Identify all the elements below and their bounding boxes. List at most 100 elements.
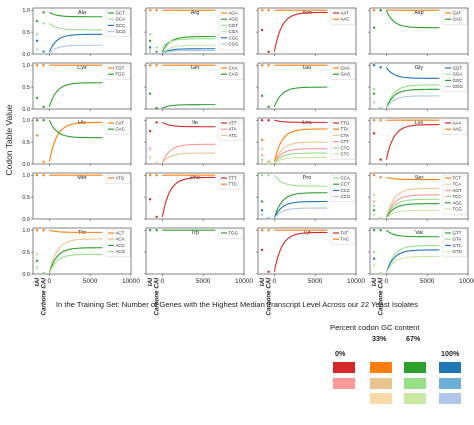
x-category-label: tAI	[371, 278, 378, 287]
panel-title: Glu	[303, 65, 312, 71]
panel-title: Pro	[303, 175, 312, 181]
panel-title: Cys	[77, 65, 87, 71]
tai-point	[260, 158, 264, 161]
cai-point	[379, 228, 382, 232]
cai-point	[379, 106, 382, 110]
legend-codon-label: AGA	[229, 11, 238, 16]
cai-point	[155, 63, 158, 67]
codon-series-line	[385, 84, 440, 109]
codon-series-line	[161, 44, 216, 54]
legend-codon-label: TAT	[341, 231, 349, 236]
panel-legend	[330, 9, 356, 25]
tai-point	[148, 147, 152, 150]
legend-codon-label: CGC	[229, 35, 239, 40]
codon-series-line	[273, 200, 328, 219]
x-tick-label: 10000	[235, 278, 253, 285]
x-category-label: Carbone CAI	[154, 278, 161, 316]
gc-legend-swatch	[370, 378, 392, 389]
legend-codon-label: ACA	[116, 237, 125, 242]
legend-codon-label: TTA	[341, 127, 349, 132]
codon-series-line	[48, 238, 103, 274]
legend-codon-label: GAC	[453, 17, 463, 22]
cai-point	[42, 22, 45, 25]
codon-series-line	[273, 174, 328, 187]
gc-legend-swatch	[370, 362, 392, 373]
legend-codon-label: TGC	[116, 72, 125, 77]
codon-series-line	[48, 44, 103, 54]
panel-title: Gln	[191, 65, 200, 71]
codon-series-line	[273, 11, 328, 52]
cai-point	[155, 161, 158, 165]
panel-frame	[369, 7, 469, 55]
cai-point	[42, 11, 45, 14]
legend-codon-label: CAT	[116, 121, 125, 126]
chart-caption: In the Training Set: Number of Genes wit…	[55, 300, 419, 309]
gc-legend-swatch	[333, 378, 355, 389]
legend-codon-label: CTC	[341, 152, 350, 157]
panel-title: Val	[415, 230, 423, 236]
legend-codon-label: ACC	[116, 243, 125, 248]
panel-legend	[442, 229, 468, 257]
codon-series-line	[273, 192, 328, 219]
panel-legend	[442, 64, 468, 92]
legend-codon-label: CTA	[341, 133, 350, 138]
cai-point	[155, 215, 158, 219]
tai-point	[372, 173, 376, 177]
tai-point	[260, 248, 264, 252]
tai-point	[35, 39, 39, 43]
x-category-label: tAI	[147, 278, 154, 287]
cai-point	[42, 160, 45, 164]
tai-point	[260, 94, 264, 98]
codon-series-line	[385, 249, 440, 274]
legend-codon-label: CCA	[341, 176, 350, 181]
codon-series-line	[162, 121, 216, 128]
legend-codon-label: CTT	[341, 139, 350, 144]
legend-codon-label: GGT	[453, 66, 463, 71]
tai-point	[148, 228, 152, 232]
legend-codon-label: GTT	[453, 231, 462, 236]
tai-point	[35, 48, 39, 51]
y-tick-label: 0.5	[22, 140, 30, 146]
y-tick-label: 1.0	[22, 228, 30, 234]
codon-series-line	[161, 143, 216, 164]
codon-series-line	[273, 207, 328, 219]
x-category-label: tAI	[259, 278, 266, 287]
legend-codon-label: TTT	[229, 176, 237, 181]
panel-title: Leu	[302, 120, 311, 126]
gc-legend-swatch	[404, 362, 426, 373]
gc-legend-column-label: 100%	[441, 349, 460, 358]
tai-point	[35, 173, 39, 177]
panel-legend	[218, 9, 244, 50]
codon-series-line	[48, 119, 103, 139]
panel-legend	[105, 9, 131, 37]
legend-codon-label: CAG	[229, 72, 239, 77]
codon-series-line	[273, 141, 328, 164]
codon-series-line	[385, 229, 440, 238]
legend-codon-label: GTC	[453, 243, 462, 248]
tai-point	[260, 154, 264, 157]
legend-codon-label: TAC	[341, 237, 349, 242]
tai-point	[148, 8, 152, 12]
legend-codon-label: TTC	[229, 182, 238, 187]
tai-point	[35, 63, 39, 67]
y-tick-label: 0.5	[22, 30, 30, 36]
legend-codon-label: CAA	[229, 66, 238, 71]
legend-codon-label: GCT	[116, 11, 126, 16]
gc-legend-swatch	[439, 393, 461, 404]
tai-point	[260, 63, 264, 67]
legend-codon-label: ATC	[229, 133, 237, 138]
tai-point	[260, 200, 264, 203]
codon-series-line	[273, 231, 328, 272]
legend-codon-label: GAT	[453, 11, 462, 16]
y-tick-label: 1.0	[22, 173, 30, 179]
panel-frame	[145, 227, 245, 275]
cai-point	[267, 63, 270, 67]
legend-codon-label: TCC	[453, 194, 462, 199]
codon-series-line	[385, 95, 440, 109]
tai-point	[148, 92, 152, 95]
x-tick-label: 0	[161, 278, 165, 285]
cai-point	[155, 106, 158, 110]
tai-point	[260, 160, 264, 164]
tai-point	[148, 48, 152, 51]
